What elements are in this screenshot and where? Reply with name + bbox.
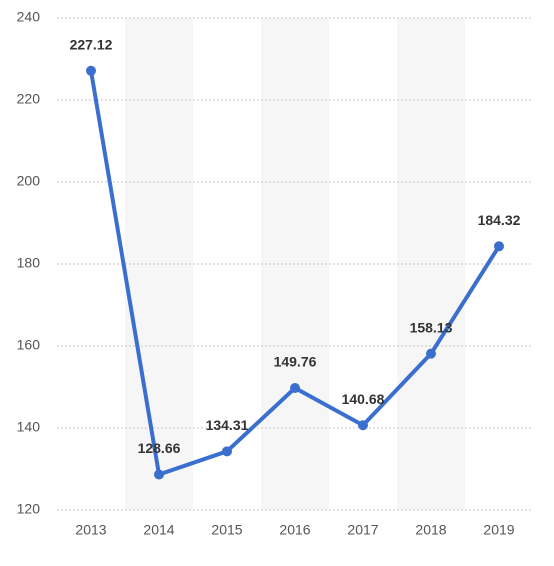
value-label: 140.68 [342, 391, 385, 407]
x-tick-label: 2015 [211, 522, 242, 538]
point [154, 469, 164, 480]
x-tick-label: 2014 [143, 522, 174, 538]
x-tick-label: 2016 [279, 522, 310, 538]
y-tick-label: 240 [17, 9, 41, 25]
point [358, 420, 368, 431]
x-tick-label: 2018 [415, 522, 446, 538]
point [86, 65, 96, 76]
value-label: 158.13 [410, 319, 453, 335]
value-label: 134.31 [206, 417, 249, 433]
value-label: 128.66 [138, 440, 181, 456]
y-tick-label: 140 [17, 419, 41, 435]
x-tick-label: 2013 [75, 522, 106, 538]
point [426, 348, 436, 359]
value-label: 227.12 [70, 37, 113, 53]
point [222, 446, 232, 457]
point [290, 382, 300, 393]
y-tick-label: 120 [17, 501, 41, 517]
y-tick-label: 220 [17, 91, 41, 107]
y-tick-label: 200 [17, 173, 41, 189]
x-tick-label: 2017 [347, 522, 378, 538]
value-label: 184.32 [478, 212, 521, 228]
x-tick-label: 2019 [483, 522, 514, 538]
y-tick-label: 180 [17, 255, 41, 271]
point [494, 241, 504, 252]
value-label: 149.76 [274, 354, 317, 370]
y-tick-label: 160 [17, 337, 41, 353]
